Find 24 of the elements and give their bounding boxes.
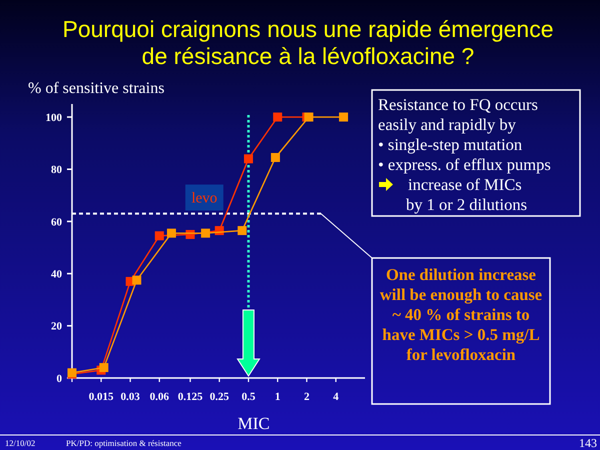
x-tick-label: 0.125 [178, 391, 204, 403]
y-tick-label: 40 [51, 268, 62, 280]
text: PK/PD: optimisation & résistance [66, 438, 182, 448]
y-tick-label: 0 [56, 372, 62, 385]
x-tick-label: 0.03 [120, 391, 140, 403]
y-axis-title: % of sensitive strains [28, 80, 164, 97]
x-tick-label: 0.06 [150, 391, 170, 403]
chart-title: Pourquoi craignons nous une rapide émergence de résisance à la lévofloxacine ? [62, 16, 554, 69]
x-axis-title: MIC [238, 414, 270, 433]
x-tick-label: 0.015 [88, 391, 114, 403]
y-tick-label: 100 [46, 112, 62, 124]
text: 143 [579, 436, 597, 450]
text: 12/10/02 [5, 438, 36, 448]
series-label: levo [191, 190, 218, 207]
x-tick-label: 0.25 [210, 391, 230, 403]
x-tick-label: 0.5 [242, 391, 256, 403]
y-tick-label: 80 [51, 164, 62, 176]
x-tick-label: 4 [333, 391, 340, 403]
annotation: One dilution increase will be enough to cause ~ 40 % of strains to have MICs > 0.5 mg/L for levofloxacin [380, 265, 542, 364]
y-tick-label: 60 [51, 216, 62, 228]
text: Resistance to FQ occurs easily and rapidly by • single-step mutation • express. of efflux pumps increase of MICs by 1 or 2 dilutions [378, 95, 551, 214]
x-tick-label: 1 [274, 391, 280, 403]
x-tick-label: 2 [304, 391, 310, 403]
y-tick-label: 20 [51, 320, 62, 333]
